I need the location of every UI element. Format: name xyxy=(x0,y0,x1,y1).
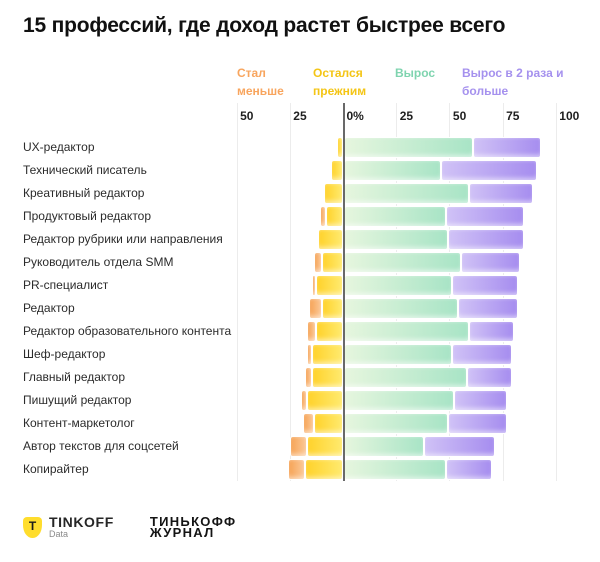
category-label: Креативный редактор xyxy=(23,186,145,200)
bar-segment-vyros-2x xyxy=(447,229,525,250)
zero-axis-line xyxy=(342,103,345,481)
bar-segment-ostalsya-prezhnim xyxy=(324,183,344,204)
bar-segment-stal-menshe xyxy=(305,367,312,388)
bar-segment-ostalsya-prezhnim xyxy=(307,436,344,457)
bar-segment-stal-menshe xyxy=(311,275,316,296)
category-label: Технический писатель xyxy=(23,163,147,177)
bar-segment-vyros xyxy=(343,252,461,273)
gridline xyxy=(236,103,238,481)
category-label: Пишущий редактор xyxy=(23,393,132,407)
bar-segment-stal-menshe xyxy=(307,321,316,342)
gridline xyxy=(555,103,557,481)
bar-segment-ostalsya-prezhnim xyxy=(315,321,344,342)
legend-item-ostalsya-prezhnim: Остался прежним xyxy=(313,66,367,98)
category-label: Шеф-редактор xyxy=(23,347,106,361)
category-label: Контент-маркетолог xyxy=(23,416,135,430)
bar-segment-vyros-2x xyxy=(473,137,542,158)
journal-wordmark-line1: ТИНЬКОФФ xyxy=(149,514,237,529)
bar-segment-stal-menshe xyxy=(334,137,338,158)
axis-tick-label: 100 xyxy=(559,109,580,123)
bar-segment-ostalsya-prezhnim xyxy=(317,229,344,250)
bar-segment-ostalsya-prezhnim xyxy=(311,367,344,388)
bar-segment-vyros xyxy=(343,298,459,319)
category-label: UX-редактор xyxy=(23,140,95,154)
bar-segment-stal-menshe xyxy=(320,206,327,227)
axis-tick-label: 0% xyxy=(346,109,364,123)
bar-segment-ostalsya-prezhnim xyxy=(313,413,344,434)
bar-segment-vyros xyxy=(343,321,470,342)
axis-tick-label: 50 xyxy=(240,109,254,123)
journal-wordmark-line2: ЖУРНАЛ xyxy=(149,525,215,540)
bar-segment-vyros xyxy=(343,137,474,158)
bar-segment-ostalsya-prezhnim xyxy=(315,275,344,296)
bar-segment-vyros-2x xyxy=(466,367,512,388)
bar-segment-vyros xyxy=(343,413,448,434)
bar-segment-vyros xyxy=(343,183,470,204)
bar-segment-vyros-2x xyxy=(452,344,512,365)
bar-segment-ostalsya-prezhnim xyxy=(307,390,344,411)
bar-segment-vyros xyxy=(343,206,446,227)
bar-segment-stal-menshe xyxy=(309,298,323,319)
tinkoff-journal-logo: ТИНЬКОФФ ЖУРНАЛ xyxy=(149,514,237,540)
gridline xyxy=(289,103,291,481)
bar-segment-vyros xyxy=(343,367,467,388)
bar-segment-ostalsya-prezhnim xyxy=(311,344,344,365)
legend-item-stal-menshe: Стал меньше xyxy=(237,66,284,98)
bar-segment-vyros-2x xyxy=(458,298,518,319)
bar-segment-vyros xyxy=(343,436,425,457)
bar-segment-stal-menshe xyxy=(290,436,308,457)
category-label: Редактор образовательного контента xyxy=(23,324,232,338)
bar-segment-stal-menshe xyxy=(288,459,306,480)
bar-segment-stal-menshe xyxy=(300,390,308,411)
bar-segment-vyros-2x xyxy=(445,459,493,480)
category-label: Автор текстов для соцсетей xyxy=(23,439,179,453)
bar-segment-stal-menshe xyxy=(307,344,312,365)
shield-letter: T xyxy=(28,519,37,533)
bar-segment-vyros-2x xyxy=(454,390,508,411)
category-label: Редактор рубрики или направления xyxy=(23,232,223,246)
legend-item-vyros-2x: Вырос в 2 раза и больше xyxy=(462,66,564,98)
axis-tick-label: 25 xyxy=(399,109,414,123)
bar-segment-vyros-2x xyxy=(441,160,538,181)
category-label: PR-специалист xyxy=(23,278,109,292)
footer: T TINKOFF Data ТИНЬКОФФ ЖУРНАЛ xyxy=(23,515,236,539)
bar-segment-vyros-2x xyxy=(452,275,518,296)
tinkoff-shield-icon: T xyxy=(23,516,42,538)
category-label: Продуктовый редактор xyxy=(23,209,152,223)
bar-segment-vyros-2x xyxy=(447,413,508,434)
category-label: Копирайтер xyxy=(23,462,89,476)
category-label: Руководитель отдела SMM xyxy=(23,255,174,269)
axis-tick-label: 25 xyxy=(293,109,307,123)
bar-segment-vyros xyxy=(343,160,442,181)
bar-segment-ostalsya-prezhnim xyxy=(305,459,344,480)
bar-segment-vyros-2x xyxy=(424,436,495,457)
category-label: Главный редактор xyxy=(23,370,126,384)
bar-segment-ostalsya-prezhnim xyxy=(322,298,344,319)
axis-tick-label: 75 xyxy=(506,109,520,123)
page-title: 15 профессий, где доход растет быстрее в… xyxy=(23,14,506,37)
bar-segment-vyros xyxy=(343,344,453,365)
bar-segment-ostalsya-prezhnim xyxy=(322,252,344,273)
bar-segment-vyros-2x xyxy=(469,183,533,204)
bar-segment-vyros-2x xyxy=(460,252,521,273)
bar-segment-stal-menshe xyxy=(303,413,314,434)
bar-segment-ostalsya-prezhnim xyxy=(326,206,344,227)
category-label: Редактор xyxy=(23,301,75,315)
axis-tick-label: 50 xyxy=(452,109,467,123)
bar-segment-vyros xyxy=(343,275,453,296)
bar-segment-vyros-2x xyxy=(469,321,514,342)
bar-segment-vyros xyxy=(343,390,455,411)
tinkoff-wordmark: TINKOFF xyxy=(49,514,114,530)
bar-segment-vyros xyxy=(343,229,448,250)
legend-item-vyros: Вырос xyxy=(395,66,436,80)
bar-segment-vyros-2x xyxy=(445,206,525,227)
bar-segment-stal-menshe xyxy=(313,252,323,273)
tinkoff-data-label: Data xyxy=(49,529,69,539)
tinkoff-data-logo: T TINKOFF Data xyxy=(23,515,114,539)
bar-segment-vyros xyxy=(343,459,446,480)
